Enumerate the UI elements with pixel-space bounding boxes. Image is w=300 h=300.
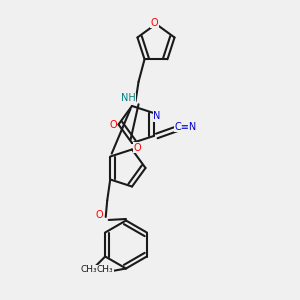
- Text: N: N: [153, 111, 160, 121]
- Text: CH₃: CH₃: [80, 266, 97, 274]
- Text: NH: NH: [121, 93, 135, 103]
- Text: C≡N: C≡N: [174, 122, 196, 132]
- Text: O: O: [109, 119, 117, 130]
- Text: O: O: [151, 17, 158, 28]
- Text: O: O: [134, 143, 141, 153]
- Text: O: O: [95, 211, 103, 220]
- Text: CH₃: CH₃: [97, 266, 113, 274]
